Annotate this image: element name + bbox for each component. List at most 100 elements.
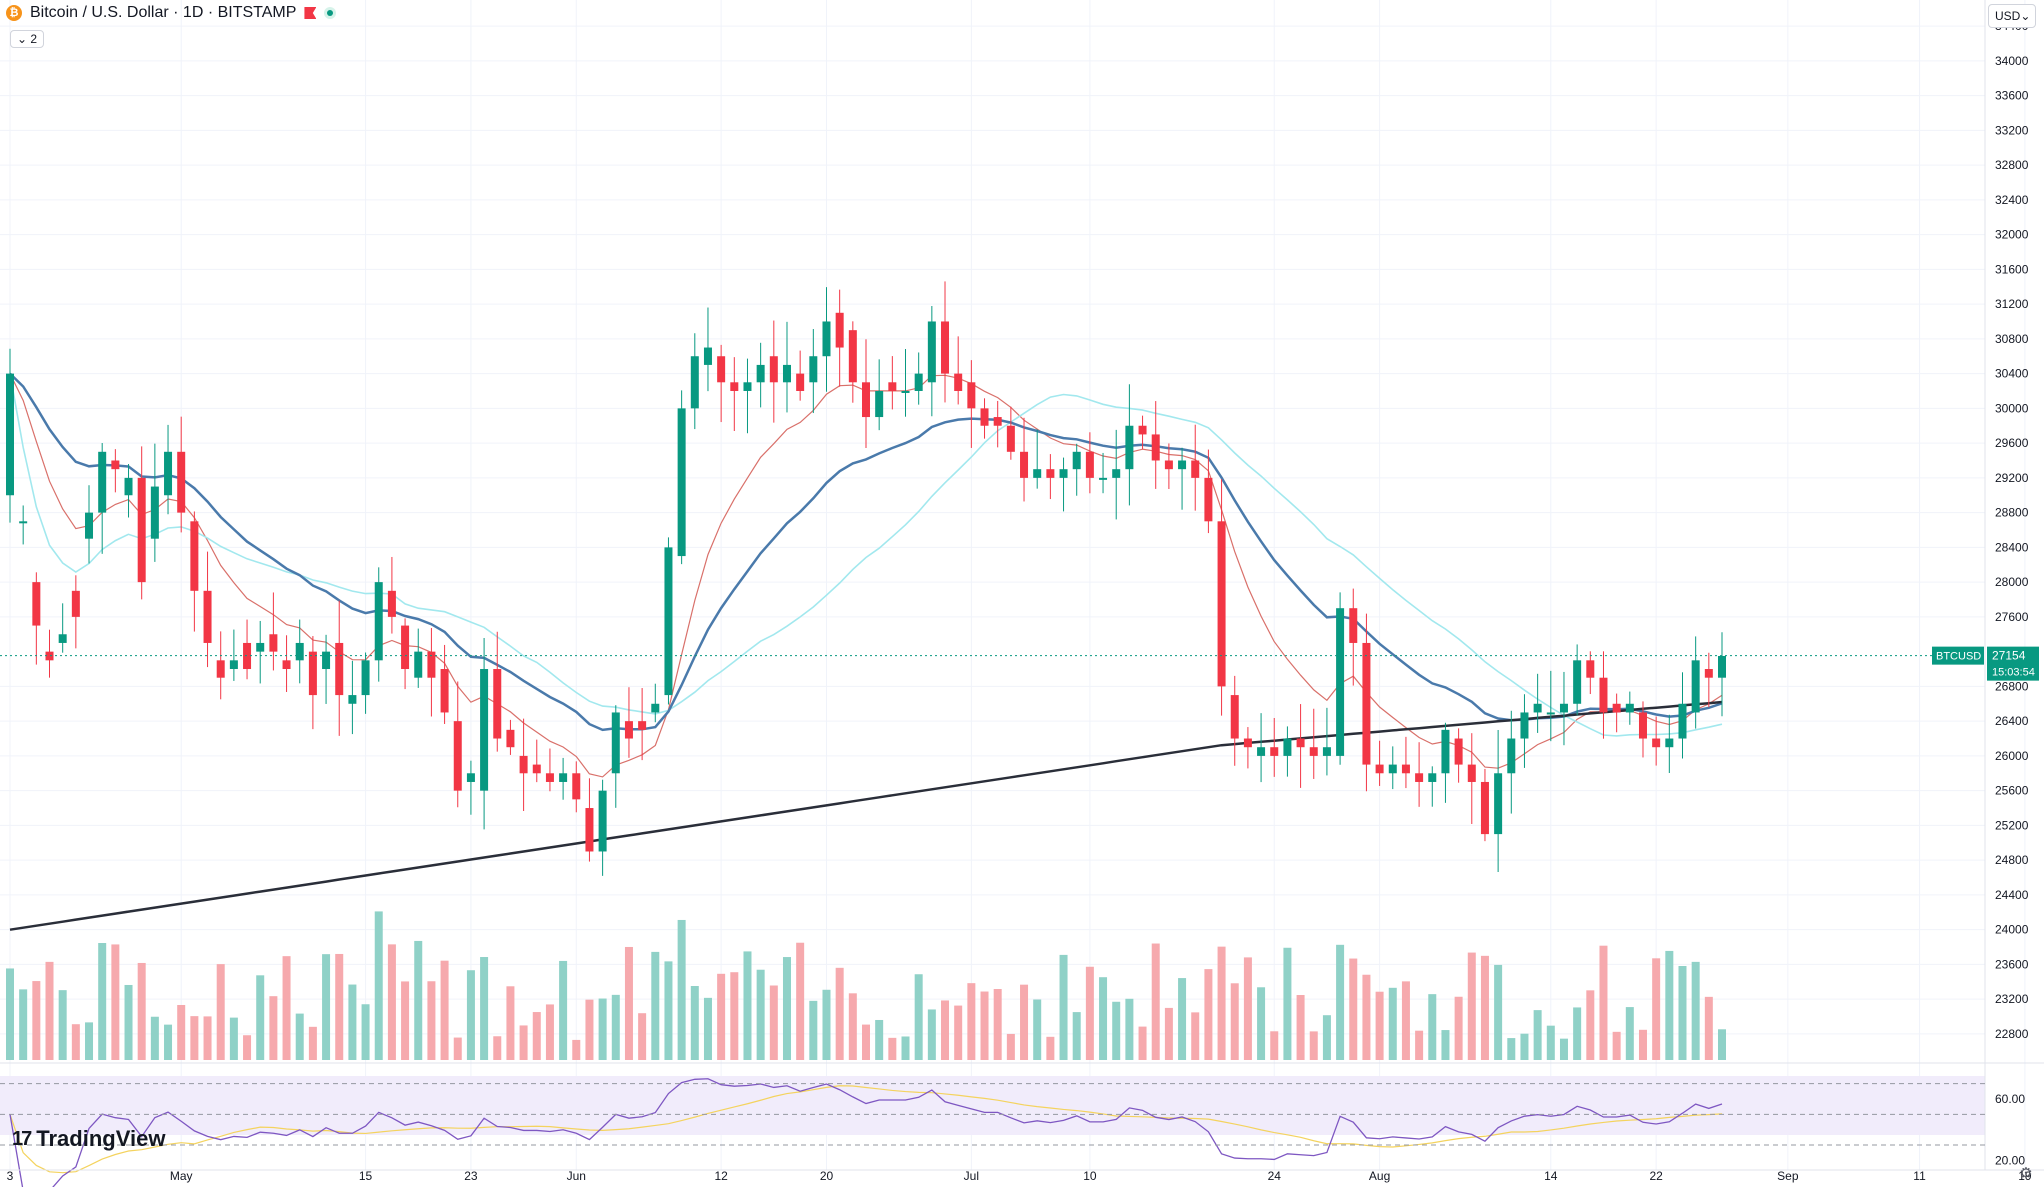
candle-body[interactable] bbox=[1494, 773, 1503, 835]
candle-body[interactable] bbox=[782, 364, 791, 383]
candle-body[interactable] bbox=[1336, 608, 1345, 756]
candle-body[interactable] bbox=[519, 755, 528, 774]
candle-body[interactable] bbox=[401, 625, 410, 670]
candle-body[interactable] bbox=[1704, 669, 1713, 678]
candle-body[interactable] bbox=[1099, 477, 1108, 480]
candle-body[interactable] bbox=[980, 408, 989, 426]
candle-body[interactable] bbox=[638, 721, 647, 730]
candle-body[interactable] bbox=[703, 347, 712, 365]
candle-body[interactable] bbox=[611, 712, 620, 774]
candle-body[interactable] bbox=[282, 660, 291, 670]
candle-body[interactable] bbox=[730, 382, 739, 391]
candle-body[interactable] bbox=[835, 312, 844, 348]
candle-body[interactable] bbox=[756, 364, 765, 383]
candle-body[interactable] bbox=[769, 356, 778, 383]
candle-body[interactable] bbox=[1625, 703, 1634, 713]
candle-body[interactable] bbox=[1020, 451, 1029, 478]
candle-body[interactable] bbox=[1006, 425, 1015, 452]
candle-body[interactable] bbox=[1678, 703, 1687, 739]
candle-body[interactable] bbox=[19, 521, 28, 524]
candle-body[interactable] bbox=[1204, 477, 1213, 522]
candle-body[interactable] bbox=[1375, 764, 1384, 774]
candle-body[interactable] bbox=[1362, 642, 1371, 765]
candle-body[interactable] bbox=[1533, 703, 1542, 713]
candle-body[interactable] bbox=[506, 729, 515, 748]
candle-body[interactable] bbox=[1322, 747, 1331, 756]
candle-body[interactable] bbox=[137, 477, 146, 583]
candle-body[interactable] bbox=[914, 373, 923, 391]
candle-body[interactable] bbox=[1467, 764, 1476, 782]
symbol-header[interactable]: ₿ Bitcoin / U.S. Dollar · 1D · BITSTAMP bbox=[6, 4, 337, 22]
candle-body[interactable] bbox=[1718, 655, 1726, 678]
candle-body[interactable] bbox=[875, 390, 884, 418]
candle-body[interactable] bbox=[1085, 451, 1094, 478]
candle-body[interactable] bbox=[545, 773, 554, 782]
candle-body[interactable] bbox=[177, 451, 186, 513]
candle-body[interactable] bbox=[1612, 703, 1621, 713]
candle-body[interactable] bbox=[664, 547, 673, 696]
candle-body[interactable] bbox=[651, 703, 660, 713]
candle-body[interactable] bbox=[572, 773, 581, 800]
candle-body[interactable] bbox=[322, 651, 331, 670]
candle-body[interactable] bbox=[1270, 747, 1279, 756]
candle-body[interactable] bbox=[598, 790, 607, 852]
candle-body[interactable] bbox=[1217, 521, 1226, 687]
candle-body[interactable] bbox=[85, 512, 94, 539]
candle-body[interactable] bbox=[98, 451, 107, 513]
candle-body[interactable] bbox=[387, 590, 396, 617]
candle-body[interactable] bbox=[1112, 469, 1121, 478]
flag-icon[interactable] bbox=[304, 7, 317, 19]
candle-body[interactable] bbox=[1046, 469, 1055, 478]
candle-body[interactable] bbox=[1546, 712, 1555, 715]
candle-body[interactable] bbox=[822, 321, 831, 357]
candle-body[interactable] bbox=[124, 477, 133, 496]
candle-body[interactable] bbox=[1151, 434, 1160, 461]
candle-body[interactable] bbox=[1309, 747, 1318, 756]
candle-body[interactable] bbox=[269, 634, 278, 652]
candle-body[interactable] bbox=[1428, 773, 1437, 782]
candle-body[interactable] bbox=[743, 382, 752, 391]
candle-body[interactable] bbox=[6, 373, 14, 496]
candle-body[interactable] bbox=[58, 634, 67, 643]
candle-body[interactable] bbox=[427, 651, 436, 678]
candle-body[interactable] bbox=[335, 642, 344, 696]
candle-body[interactable] bbox=[1559, 703, 1568, 713]
candle-body[interactable] bbox=[690, 356, 699, 409]
candle-body[interactable] bbox=[624, 721, 633, 739]
candle-body[interactable] bbox=[32, 582, 41, 626]
candle-body[interactable] bbox=[229, 660, 238, 670]
candle-body[interactable] bbox=[848, 330, 857, 383]
candle-body[interactable] bbox=[295, 642, 304, 661]
candle-body[interactable] bbox=[1507, 738, 1516, 774]
candle-body[interactable] bbox=[1586, 660, 1595, 678]
candle-body[interactable] bbox=[1178, 460, 1187, 470]
candle-body[interactable] bbox=[1599, 677, 1608, 713]
candle-body[interactable] bbox=[1125, 425, 1134, 470]
candle-body[interactable] bbox=[927, 321, 936, 383]
candle-body[interactable] bbox=[71, 590, 80, 617]
candle-body[interactable] bbox=[888, 382, 897, 391]
candle-body[interactable] bbox=[348, 695, 357, 704]
candle-body[interactable] bbox=[243, 642, 252, 670]
candle-body[interactable] bbox=[453, 721, 462, 791]
candle-body[interactable] bbox=[1665, 738, 1674, 748]
candle-body[interactable] bbox=[1573, 660, 1582, 704]
candle-body[interactable] bbox=[796, 373, 805, 391]
candle-body[interactable] bbox=[967, 382, 976, 409]
candle-body[interactable] bbox=[1283, 738, 1292, 756]
candle-body[interactable] bbox=[1415, 773, 1424, 782]
candle-body[interactable] bbox=[1033, 469, 1042, 478]
candle-body[interactable] bbox=[374, 582, 383, 661]
candle-body[interactable] bbox=[677, 408, 686, 557]
candle-body[interactable] bbox=[1454, 738, 1463, 765]
candle-body[interactable] bbox=[1349, 608, 1358, 643]
indicator-collapse-button[interactable]: ⌄ 2 bbox=[10, 30, 45, 48]
candle-body[interactable] bbox=[1243, 738, 1252, 748]
currency-select[interactable]: USD ⌄ bbox=[1988, 4, 2036, 28]
candle-body[interactable] bbox=[717, 356, 726, 383]
candle-body[interactable] bbox=[466, 773, 475, 782]
candle-body[interactable] bbox=[532, 764, 541, 774]
candle-body[interactable] bbox=[111, 460, 120, 470]
candle-body[interactable] bbox=[150, 486, 159, 539]
